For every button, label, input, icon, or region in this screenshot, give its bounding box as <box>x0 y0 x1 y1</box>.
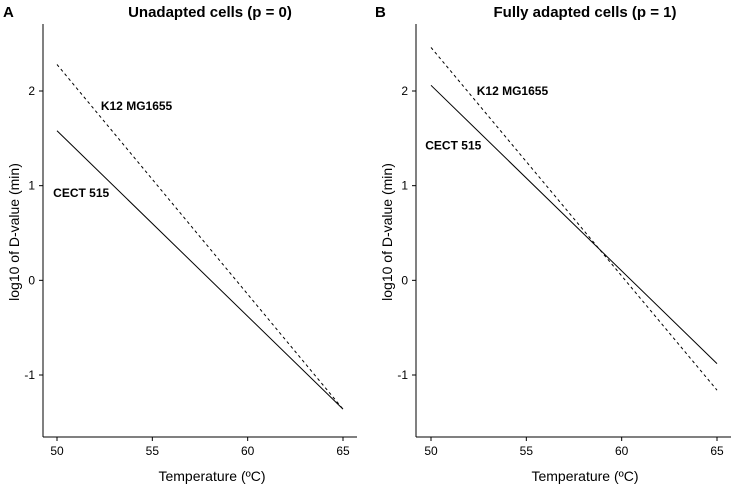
x-tick-label-50: 50 <box>50 444 64 458</box>
series-line-cect-515 <box>430 84 718 364</box>
x-tick-label-60: 60 <box>615 444 629 458</box>
ticks-b: 50 55 60 65 -1 0 1 2 <box>397 84 724 458</box>
series-line-k12-mg1655 <box>56 64 344 410</box>
x-tick-label-55: 55 <box>520 444 534 458</box>
panel-a: A Unadapted cells (p = 0) 50 55 60 65-1012 … <box>3 4 357 484</box>
x-tick-label-50: 50 <box>424 444 438 458</box>
panel-letter-a: A <box>3 4 14 21</box>
series-lines-a: K12 MG1655 CECT 515 <box>53 64 344 410</box>
x-tick-label-65: 65 <box>710 444 724 458</box>
y-axis-label-b: log10 of D-value (min) <box>379 163 395 301</box>
series-label-cect-515: CECT 515 <box>425 139 481 153</box>
panel-b: B Fully adapted cells (p = 1) 50 55 60 65 -1… <box>375 4 731 484</box>
x-tick-label-65: 65 <box>336 444 350 458</box>
y-tick-label-0: 0 <box>401 273 408 287</box>
y-axis-label-a: log10 of D-value (min) <box>6 163 22 301</box>
ticks-a: 50 55 60 65 -1 0 1 2 <box>24 84 350 458</box>
y-tick-label-1: 1 <box>401 179 408 193</box>
series-line-cect-515 <box>56 130 344 410</box>
panel-letter-b: B <box>375 4 386 21</box>
y-tick-label-1: 1 <box>28 179 35 193</box>
series-label-k12-mg1655: K12 MG1655 <box>477 84 549 98</box>
x-tick-label-60: 60 <box>241 444 255 458</box>
y-tick-label-2: 2 <box>401 84 408 98</box>
x-tick-label-55: 55 <box>146 444 160 458</box>
series-lines-b: K12 MG1655 CECT 515 <box>425 47 718 391</box>
x-axis-label-b: Temperature (ºC) <box>531 468 638 484</box>
series-label-cect-515: CECT 515 <box>53 186 109 200</box>
y-tick-label--1: -1 <box>24 368 35 382</box>
chart-title-b: Fully adapted cells (p = 1) <box>494 4 677 21</box>
chart-title-a: Unadapted cells (p = 0) <box>128 4 292 21</box>
y-tick-label-2: 2 <box>28 84 35 98</box>
series-label-k12-mg1655: K12 MG1655 <box>101 99 173 113</box>
x-axis-label-a: Temperature (ºC) <box>158 468 265 484</box>
y-tick-label--1: -1 <box>397 368 408 382</box>
y-tick-label-0: 0 <box>28 273 35 287</box>
series-line-k12-mg1655 <box>430 47 718 391</box>
